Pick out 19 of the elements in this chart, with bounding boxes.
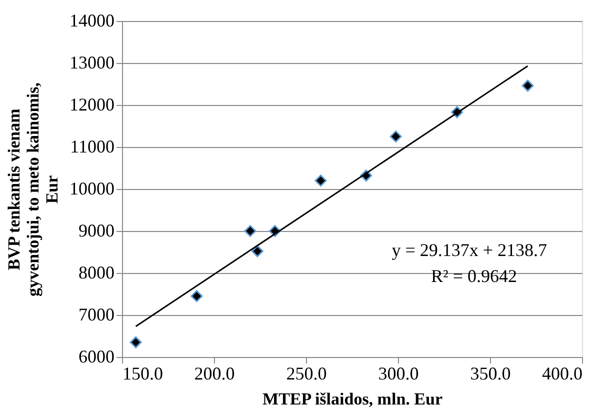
x-axis-title: MTEP išlaidos, mln. Eur	[262, 390, 443, 408]
y-tick-label: 12000	[70, 94, 114, 114]
y-tick-label: 10000	[70, 178, 114, 198]
y-tick-label: 14000	[70, 10, 114, 30]
y-tick-label: 9000	[78, 220, 114, 240]
y-tick-label: 11000	[70, 136, 114, 156]
x-tick-label: 150.0	[122, 364, 163, 384]
y-axis-title: BVP tenkantis vienam gyventojui, to meto kainomis, Eur	[4, 82, 62, 296]
annotation: R² = 0.9642	[430, 266, 517, 286]
y-tick-label: 7000	[78, 304, 114, 324]
y-tick-label: 13000	[70, 52, 114, 72]
x-tick-label: 300.0	[378, 364, 419, 384]
y-tick-label: 8000	[78, 262, 114, 282]
annotation: y = 29.137x + 2138.7	[392, 240, 547, 260]
y-tick-label: 6000	[78, 346, 114, 366]
x-tick-label: 250.0	[286, 364, 327, 384]
x-tick-label: 200.0	[194, 364, 235, 384]
x-tick-label: 400.0	[542, 364, 582, 384]
x-tick-label: 350.0	[470, 364, 511, 384]
